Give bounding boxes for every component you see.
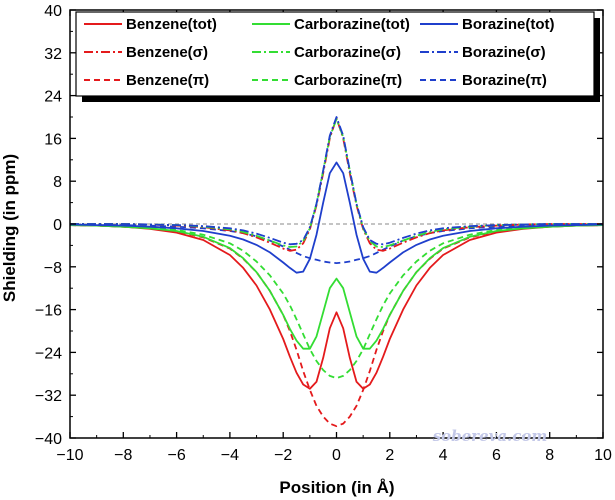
- x-tick-label: 10: [594, 447, 612, 464]
- x-tick-label: −8: [114, 447, 132, 464]
- legend-label: Benzene(π): [126, 72, 209, 89]
- x-tick-label: −4: [221, 447, 239, 464]
- watermark: sobereva.com: [433, 427, 548, 445]
- y-tick-label: −32: [35, 388, 62, 405]
- series-line-benzene-tot: [69, 224, 604, 390]
- y-tick-label: 8: [53, 174, 62, 191]
- x-tick-label: 0: [332, 447, 341, 464]
- legend: Benzene(tot) Carborazine(tot) Borazine(tot…: [75, 11, 600, 102]
- series-line-carborazine: [69, 224, 604, 380]
- series-line-borazine: [70, 116, 603, 246]
- legend-label: Carborazine(π): [294, 72, 402, 89]
- y-tick-label: 40: [44, 3, 62, 20]
- legend-label: Borazine(tot): [462, 16, 555, 33]
- y-axis-title: Shielding (in ppm): [0, 154, 19, 302]
- y-tick-label: −40: [35, 431, 62, 448]
- series-line-benzene: [69, 224, 604, 428]
- legend-label: Benzene(tot): [126, 16, 217, 33]
- axes-layer: −10 −8 −6 −4 −2 0 2 4 6 8 10−40−32−24−16−808162432…: [35, 3, 612, 464]
- y-tick-label: 24: [44, 89, 62, 106]
- x-tick-label: −2: [274, 447, 292, 464]
- x-tick-label: −6: [167, 447, 185, 464]
- y-tick-label: −16: [35, 303, 62, 320]
- y-tick-label: 16: [44, 131, 62, 148]
- series-line-borazine: [69, 223, 604, 265]
- x-tick-label: 8: [545, 447, 554, 464]
- legend-label: Borazine(π): [462, 72, 547, 89]
- y-tick-label: 0: [53, 217, 62, 234]
- legend-label: Borazine(σ): [462, 44, 546, 61]
- series-line-benzene: [70, 117, 603, 252]
- x-tick-label: 2: [385, 447, 394, 464]
- y-tick-label: −8: [44, 260, 62, 277]
- series-line-carborazine-tot: [69, 224, 604, 350]
- y-tick-label: 32: [44, 46, 62, 63]
- legend-label: Carborazine(σ): [294, 44, 401, 61]
- y-tick-label: −24: [35, 345, 62, 362]
- x-axis-title: Position (in Å): [279, 478, 394, 497]
- series-layer: [69, 116, 604, 428]
- x-tick-label: −10: [56, 447, 83, 464]
- legend-label: Carborazine(tot): [294, 16, 410, 33]
- legend-box: [75, 11, 595, 97]
- x-tick-label: 4: [439, 447, 448, 464]
- x-tick-label: 6: [492, 447, 501, 464]
- legend-label: Benzene(σ): [126, 44, 208, 61]
- series-line-borazine-tot: [69, 161, 604, 274]
